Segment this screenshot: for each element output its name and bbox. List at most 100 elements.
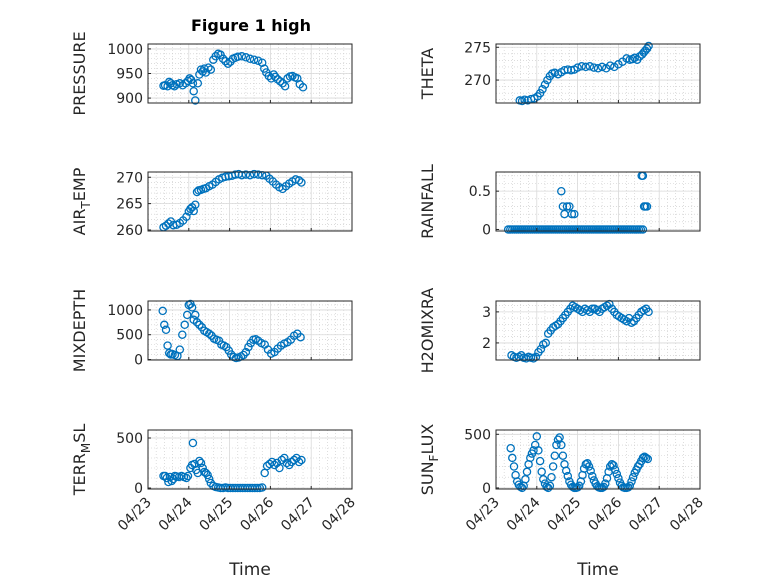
data-point bbox=[298, 83, 308, 92]
x-tick-label: 04/23 bbox=[115, 495, 155, 535]
data-point bbox=[612, 469, 622, 479]
data-point bbox=[297, 178, 306, 187]
data-point bbox=[567, 209, 577, 219]
data-point bbox=[203, 470, 212, 480]
x-axis-label: Time bbox=[576, 560, 619, 580]
data-point bbox=[562, 202, 572, 211]
data-point bbox=[589, 63, 599, 72]
data-point bbox=[275, 463, 284, 473]
data-point bbox=[605, 61, 615, 70]
data-point bbox=[193, 79, 203, 88]
chart-panel: 2 3 H2OMIXRA bbox=[418, 288, 701, 373]
data-point bbox=[540, 80, 550, 89]
data-point bbox=[204, 63, 213, 72]
data-point bbox=[175, 345, 185, 354]
y-axis-label: THETA bbox=[418, 48, 437, 100]
data-point bbox=[588, 304, 597, 314]
x-tick-label: 04/24 bbox=[504, 494, 544, 534]
data-point bbox=[550, 451, 560, 460]
data-point bbox=[297, 455, 306, 465]
data-point bbox=[627, 477, 636, 486]
data-point bbox=[188, 79, 198, 88]
x-tick-label: 04/24 bbox=[156, 494, 196, 534]
data-point bbox=[643, 454, 653, 464]
data-point bbox=[231, 170, 240, 179]
data-point bbox=[187, 303, 197, 312]
y-tick-label: 260 bbox=[116, 223, 143, 239]
axes-box bbox=[495, 43, 701, 104]
data-point bbox=[534, 446, 543, 455]
data-point bbox=[573, 63, 582, 72]
axes-box bbox=[495, 429, 701, 490]
y-tick-label: 1000 bbox=[107, 42, 143, 58]
y-axis-label: SUNFLUX bbox=[418, 424, 441, 496]
data-point bbox=[211, 52, 220, 61]
data-point bbox=[160, 320, 169, 330]
data-point bbox=[597, 62, 607, 72]
plot-area bbox=[496, 172, 700, 231]
data-point bbox=[628, 472, 638, 482]
x-tick-label: 04/26 bbox=[237, 494, 277, 534]
data-point bbox=[182, 212, 191, 222]
data-series bbox=[507, 299, 653, 363]
chart-panel: 260 265 270 AIRTEMP bbox=[70, 167, 353, 239]
axes-box bbox=[147, 300, 353, 361]
data-point bbox=[536, 344, 546, 354]
data-point bbox=[253, 56, 263, 65]
data-point bbox=[563, 65, 573, 74]
data-point bbox=[558, 451, 568, 460]
data-point bbox=[158, 306, 167, 316]
y-axis-label: RAINFALL bbox=[418, 164, 437, 239]
data-series bbox=[159, 438, 306, 493]
y-tick-label: 275 bbox=[464, 40, 491, 56]
y-tick-label: 1000 bbox=[107, 303, 143, 319]
data-point bbox=[182, 473, 191, 483]
data-point bbox=[614, 474, 623, 483]
data-point bbox=[245, 54, 255, 64]
data-point bbox=[577, 62, 586, 71]
y-tick-label: 500 bbox=[464, 427, 491, 443]
chart-panel: 270 275 THETA bbox=[418, 40, 701, 106]
x-tick-label: 04/28 bbox=[319, 495, 359, 535]
data-point bbox=[233, 52, 243, 62]
data-point bbox=[555, 433, 564, 442]
y-tick-label: 500 bbox=[116, 431, 143, 447]
data-point bbox=[257, 58, 267, 67]
y-axis-label: PRESSURE bbox=[70, 31, 89, 115]
data-point bbox=[548, 462, 558, 471]
chart-panel: 0 500 04/23 04/24 04/25 04/26 04/27 04/28 Time TE… bbox=[70, 424, 359, 580]
data-point bbox=[535, 456, 545, 466]
data-point bbox=[517, 483, 527, 493]
data-point bbox=[296, 332, 305, 342]
chart-panel: 0 0.5 RAINFALL bbox=[418, 164, 701, 239]
data-point bbox=[241, 170, 251, 179]
data-point bbox=[204, 329, 214, 338]
data-point bbox=[547, 472, 556, 482]
chart-panel: 0 500 04/23 04/24 04/25 04/26 04/27 04/28 Time SU… bbox=[418, 424, 707, 580]
x-tick-label: 04/23 bbox=[463, 495, 503, 535]
y-tick-label: 500 bbox=[116, 328, 143, 344]
data-point bbox=[630, 53, 639, 63]
y-tick-label: 270 bbox=[116, 170, 143, 186]
data-point bbox=[189, 86, 198, 96]
data-series bbox=[159, 49, 308, 105]
y-axis-label: AIRTEMP bbox=[70, 167, 93, 235]
data-point bbox=[294, 176, 304, 185]
x-tick-label: 04/25 bbox=[545, 495, 585, 535]
data-point bbox=[552, 440, 561, 450]
data-point bbox=[221, 56, 230, 66]
data-series bbox=[503, 171, 652, 234]
data-point bbox=[280, 453, 289, 463]
x-tick-label: 04/25 bbox=[197, 495, 237, 535]
x-tick-label: 04/28 bbox=[667, 495, 707, 535]
data-point bbox=[180, 320, 189, 330]
y-tick-label: 265 bbox=[116, 197, 143, 213]
chart-panel: 900 950 1000 PRESSURE bbox=[70, 31, 353, 116]
data-point bbox=[563, 471, 573, 481]
y-tick-label: 0 bbox=[482, 222, 491, 238]
data-point bbox=[275, 77, 285, 86]
data-point bbox=[644, 41, 653, 51]
axes-box bbox=[495, 300, 701, 361]
axes-box bbox=[147, 171, 353, 232]
y-tick-label: 0 bbox=[134, 481, 143, 497]
